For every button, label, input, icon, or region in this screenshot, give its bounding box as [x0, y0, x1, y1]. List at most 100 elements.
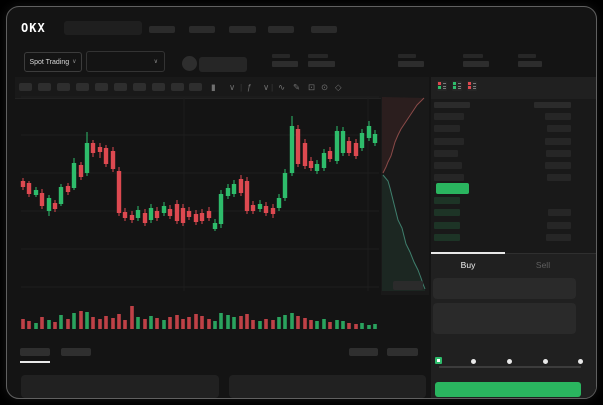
- buy-button[interactable]: [435, 382, 581, 397]
- buy-tab-underline: [431, 252, 505, 254]
- mode-square: [438, 82, 441, 85]
- slider-handle[interactable]: [435, 357, 442, 364]
- bid-price-placeholder[interactable]: [434, 209, 460, 216]
- bid-amount-placeholder[interactable]: [547, 222, 571, 229]
- candle-body: [20, 181, 26, 187]
- chart-footer-placeholder[interactable]: [393, 281, 423, 290]
- interval-button[interactable]: [57, 83, 70, 91]
- pair-selector[interactable]: ∨: [86, 51, 165, 72]
- interval-button[interactable]: [76, 83, 89, 91]
- candle-body: [327, 151, 333, 159]
- search-input[interactable]: [64, 21, 142, 35]
- draw-tool-icon[interactable]: ✎: [293, 82, 301, 92]
- chevron-down-icon[interactable]: ∨: [263, 82, 270, 92]
- stat-value-placeholder: [308, 61, 335, 67]
- ask-amount-placeholder[interactable]: [545, 162, 571, 169]
- interval-button[interactable]: [19, 83, 32, 91]
- ask-amount-placeholder[interactable]: [547, 125, 571, 132]
- volume-bar: [315, 321, 319, 329]
- ask-amount-placeholder[interactable]: [545, 138, 571, 145]
- bottom-tab-placeholder[interactable]: [61, 348, 91, 356]
- interval-button[interactable]: [95, 83, 108, 91]
- interval-button[interactable]: [114, 83, 127, 91]
- candle-body: [289, 126, 295, 173]
- tab-buy[interactable]: Buy: [460, 260, 476, 270]
- market-type-selector[interactable]: Spot Trading ∨: [24, 52, 82, 72]
- volume-bar: [335, 320, 339, 329]
- slider-stop[interactable]: [507, 358, 512, 364]
- separator: |: [240, 82, 243, 92]
- orderbook-combined-icon[interactable]: [437, 81, 447, 91]
- volume-bar: [309, 320, 313, 329]
- ask-price-placeholder[interactable]: [434, 150, 458, 157]
- interval-button[interactable]: [189, 83, 202, 91]
- bid-amount-placeholder[interactable]: [548, 209, 571, 216]
- candle-body: [314, 164, 320, 171]
- ask-price-placeholder[interactable]: [434, 174, 464, 181]
- nav-item-placeholder[interactable]: [189, 26, 215, 33]
- volume-bar: [104, 316, 108, 329]
- volume-bar: [85, 312, 89, 329]
- ask-price-placeholder[interactable]: [434, 162, 462, 169]
- amount-slider-track[interactable]: [439, 366, 581, 368]
- indicators-icon[interactable]: ƒ: [247, 82, 252, 92]
- candle-body: [270, 208, 276, 214]
- ask-price-placeholder[interactable]: [434, 125, 460, 132]
- last-price-badge[interactable]: [436, 183, 469, 194]
- tab-sell[interactable]: Sell: [535, 260, 551, 270]
- stat-value-placeholder: [398, 61, 424, 67]
- nav-item-placeholder[interactable]: [311, 26, 337, 33]
- bottom-tab-placeholder[interactable]: [387, 348, 418, 356]
- volume-bar: [373, 324, 377, 329]
- price-chart[interactable]: [15, 91, 429, 347]
- volume-bar: [40, 317, 44, 329]
- slider-stop[interactable]: [578, 358, 583, 364]
- price-field[interactable]: [433, 278, 576, 299]
- orderbook-bids-icon[interactable]: [452, 81, 462, 91]
- bid-price-placeholder[interactable]: [434, 197, 460, 204]
- nav-item-placeholder[interactable]: [229, 26, 256, 33]
- ask-price-placeholder[interactable]: [434, 138, 464, 145]
- interval-button[interactable]: [133, 83, 146, 91]
- orderbook-price-header: [434, 102, 470, 108]
- chevron-down-icon[interactable]: ∨: [229, 82, 236, 92]
- volume-bar: [354, 324, 358, 329]
- slider-stop[interactable]: [471, 358, 476, 364]
- candle-body: [359, 133, 365, 148]
- app-window: OKX Spot Trading ∨ ∨ ▮ ∨ | ƒ ∨ | ∿ ✎ ⊡ ⊙ ◇: [6, 6, 597, 399]
- bottom-tab-placeholder[interactable]: [349, 348, 378, 356]
- volume-bar: [283, 315, 287, 329]
- candle-style-icon[interactable]: ▮: [211, 82, 216, 92]
- volume-bar: [360, 323, 364, 329]
- separator: |: [271, 82, 274, 92]
- candle-body: [52, 203, 58, 209]
- interval-button[interactable]: [171, 83, 184, 91]
- ask-price-placeholder[interactable]: [434, 113, 464, 120]
- bid-price-placeholder[interactable]: [434, 234, 460, 241]
- amount-field[interactable]: [433, 303, 576, 334]
- reset-view-icon[interactable]: ⊙: [321, 82, 329, 92]
- interval-button[interactable]: [152, 83, 165, 91]
- interval-button[interactable]: [38, 83, 51, 91]
- depth-asks-line: [382, 97, 425, 174]
- nav-item-placeholder[interactable]: [268, 26, 294, 33]
- bottom-tab-placeholder[interactable]: [20, 348, 50, 356]
- depth-chart: [381, 93, 429, 295]
- ask-amount-placeholder[interactable]: [547, 174, 571, 181]
- screenshot-icon[interactable]: ⊡: [308, 82, 316, 92]
- mode-square: [453, 86, 456, 89]
- orderbook-asks-icon[interactable]: [467, 81, 477, 91]
- line-tool-icon[interactable]: ∿: [278, 82, 286, 92]
- volume-bar: [136, 317, 140, 329]
- bid-amount-placeholder[interactable]: [546, 234, 571, 241]
- mode-line: [457, 85, 461, 87]
- ask-amount-placeholder[interactable]: [546, 150, 571, 157]
- fullscreen-icon[interactable]: ◇: [335, 82, 342, 92]
- slider-stop[interactable]: [543, 358, 548, 364]
- bid-price-placeholder[interactable]: [434, 222, 460, 229]
- ask-amount-placeholder[interactable]: [545, 113, 571, 120]
- active-tab-underline: [20, 361, 50, 363]
- volume-bar: [290, 313, 294, 329]
- nav-item-placeholder[interactable]: [149, 26, 175, 33]
